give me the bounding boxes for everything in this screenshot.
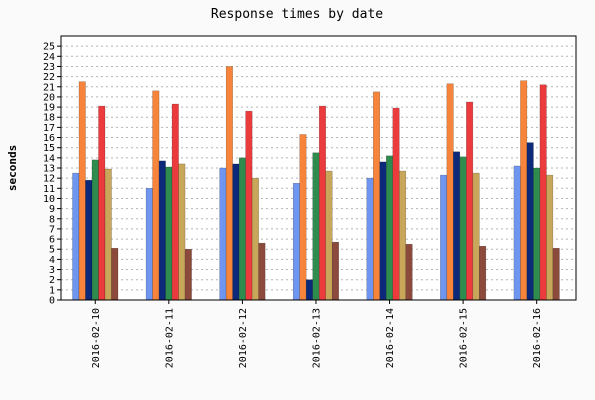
bar bbox=[459, 156, 467, 301]
y-tick-label: 25 bbox=[43, 42, 55, 53]
bar bbox=[184, 248, 192, 301]
bar bbox=[440, 174, 448, 301]
bar bbox=[145, 188, 153, 301]
bar bbox=[472, 172, 480, 301]
bar bbox=[466, 101, 474, 301]
y-tick-label: 22 bbox=[43, 72, 55, 83]
y-tick-label: 1 bbox=[49, 285, 55, 296]
y-tick-label: 14 bbox=[43, 153, 55, 164]
bar bbox=[72, 172, 80, 301]
bar bbox=[526, 142, 534, 301]
x-tick-label: 2016-02-13 bbox=[311, 308, 322, 368]
bar bbox=[373, 91, 381, 301]
y-tick-label: 0 bbox=[49, 296, 55, 307]
y-axis: 0123456789101112131415161718192021222324… bbox=[43, 42, 61, 307]
y-tick-label: 4 bbox=[49, 255, 55, 266]
bar bbox=[78, 81, 86, 301]
bar bbox=[318, 105, 326, 301]
bar bbox=[232, 163, 240, 301]
bar bbox=[312, 152, 320, 301]
y-tick-label: 10 bbox=[43, 194, 55, 205]
bar bbox=[479, 245, 487, 301]
bar bbox=[392, 107, 400, 301]
x-axis: 2016-02-10 2016-02-11 2016-02-12 2016-02-13… bbox=[91, 300, 543, 368]
y-tick-label: 13 bbox=[43, 164, 55, 175]
y-tick-label: 2 bbox=[49, 275, 55, 286]
bars-layer bbox=[72, 66, 560, 301]
bar bbox=[98, 105, 106, 301]
bar bbox=[379, 161, 387, 301]
bar bbox=[386, 155, 394, 301]
y-axis-label: seconds bbox=[6, 145, 19, 191]
y-tick-label: 11 bbox=[43, 184, 55, 195]
y-tick-label: 16 bbox=[43, 133, 55, 144]
bar bbox=[513, 165, 521, 301]
bar bbox=[152, 90, 160, 301]
bar bbox=[111, 247, 119, 301]
bar bbox=[225, 66, 233, 301]
bar bbox=[251, 177, 259, 301]
x-tick-label: 2016-02-12 bbox=[238, 308, 249, 368]
chart-title: Response times by date bbox=[211, 7, 383, 22]
bar bbox=[366, 177, 374, 301]
bar bbox=[85, 179, 93, 301]
bar bbox=[325, 170, 333, 301]
y-tick-label: 21 bbox=[43, 82, 55, 93]
bar-group bbox=[513, 80, 560, 301]
y-tick-label: 3 bbox=[49, 265, 55, 276]
bar bbox=[331, 241, 339, 301]
y-tick-label: 6 bbox=[49, 235, 55, 246]
y-tick-label: 17 bbox=[43, 123, 55, 134]
y-tick-label: 12 bbox=[43, 174, 55, 185]
bar bbox=[165, 166, 173, 301]
x-tick-label: 2016-02-16 bbox=[532, 308, 543, 368]
y-tick-label: 24 bbox=[43, 52, 55, 63]
bar bbox=[292, 182, 300, 301]
bar bbox=[299, 134, 307, 301]
y-tick-label: 7 bbox=[49, 224, 55, 235]
bar bbox=[245, 110, 253, 301]
bar bbox=[238, 157, 246, 301]
bar bbox=[91, 159, 99, 301]
bar bbox=[539, 84, 547, 301]
y-tick-label: 8 bbox=[49, 214, 55, 225]
bar bbox=[520, 80, 528, 301]
y-tick-label: 18 bbox=[43, 113, 55, 124]
bar bbox=[305, 279, 313, 301]
y-tick-label: 9 bbox=[49, 204, 55, 215]
x-tick-label: 2016-02-11 bbox=[164, 308, 175, 368]
y-tick-label: 5 bbox=[49, 245, 55, 256]
bar bbox=[399, 170, 407, 301]
bar bbox=[158, 160, 166, 301]
bar bbox=[446, 83, 454, 301]
x-tick-label: 2016-02-10 bbox=[91, 308, 102, 368]
x-tick-label: 2016-02-14 bbox=[385, 308, 396, 368]
y-tick-label: 15 bbox=[43, 143, 55, 154]
bar bbox=[533, 167, 541, 301]
bar bbox=[219, 167, 227, 301]
bar bbox=[405, 243, 413, 301]
bar bbox=[552, 247, 560, 301]
y-tick-label: 19 bbox=[43, 103, 55, 114]
bar bbox=[258, 242, 266, 301]
y-tick-label: 20 bbox=[43, 92, 55, 103]
y-tick-label: 23 bbox=[43, 62, 55, 73]
bar bbox=[453, 151, 461, 301]
bar bbox=[104, 168, 112, 301]
x-tick-label: 2016-02-15 bbox=[459, 308, 470, 368]
bar bbox=[546, 174, 554, 301]
bar bbox=[171, 103, 179, 301]
bar bbox=[178, 163, 186, 301]
